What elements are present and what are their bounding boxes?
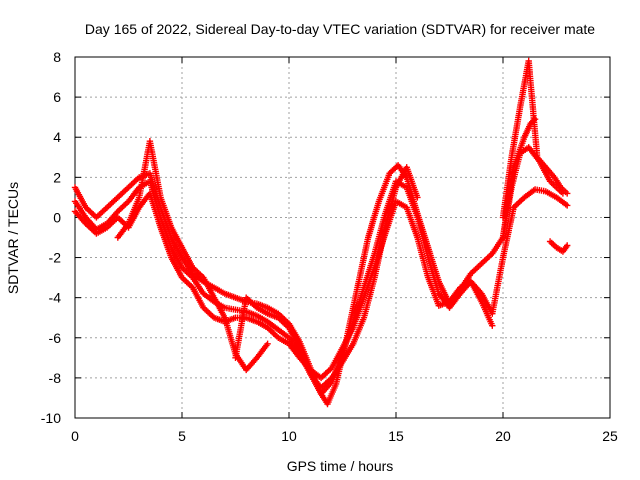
y-tick-label: 8	[53, 49, 61, 65]
y-tick-label: 2	[53, 169, 61, 185]
data-point-marker	[564, 202, 571, 209]
x-tick-label: 20	[495, 428, 511, 444]
x-tick-label: 0	[71, 428, 79, 444]
series-track-5	[232, 164, 421, 392]
data-point-marker	[564, 190, 571, 197]
axes	[74, 56, 611, 419]
data-point-marker	[564, 242, 571, 249]
data-point-marker	[264, 340, 271, 347]
tick-labels: 0 5 10 15 20 25 -10 -8 -6 -4 -2 0 2 4 6 8	[41, 49, 618, 444]
data-point-marker	[531, 116, 539, 123]
x-tick-label: 5	[178, 428, 186, 444]
y-tick-label: 0	[53, 209, 61, 225]
data-point-marker	[414, 194, 421, 201]
chart-title: Day 165 of 2022, Sidereal Day-to-day VTE…	[85, 21, 595, 37]
y-tick-label: -10	[41, 410, 61, 426]
data-point-marker	[530, 117, 537, 124]
series-track-2	[71, 178, 571, 398]
series-track-8	[546, 238, 571, 255]
x-axis-label: GPS time / hours	[287, 458, 394, 474]
series-track-3	[71, 190, 496, 382]
series-track-7	[499, 116, 539, 241]
y-tick-label: -4	[49, 290, 62, 306]
x-tick-label: 15	[388, 428, 404, 444]
data-point-marker	[489, 322, 496, 329]
y-tick-label: 4	[53, 129, 61, 145]
plot-frame	[74, 56, 611, 419]
y-axis-label: SDTVAR / TECUs	[5, 182, 21, 294]
x-tick-label: 10	[281, 428, 297, 444]
x-tick-label: 25	[602, 428, 618, 444]
series-track-4	[114, 138, 271, 374]
y-tick-label: 6	[53, 89, 61, 105]
y-tick-label: -8	[49, 370, 62, 386]
data-points	[71, 57, 571, 408]
y-tick-label: -6	[49, 330, 62, 346]
y-tick-label: -2	[49, 250, 62, 266]
